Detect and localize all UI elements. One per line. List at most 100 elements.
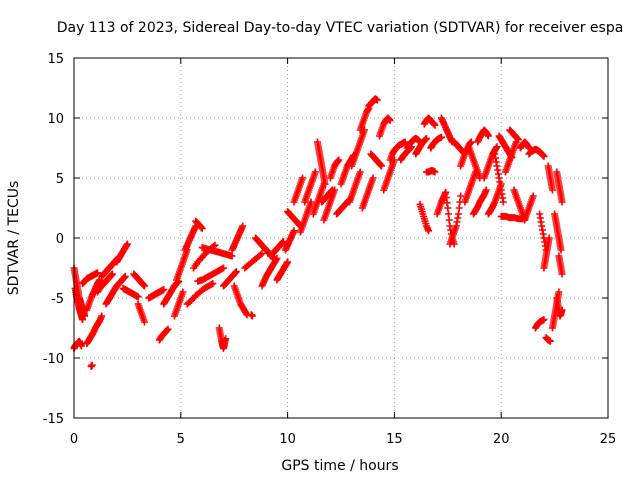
data-point <box>444 204 452 212</box>
series-track-55 <box>380 156 398 194</box>
data-point <box>437 133 445 141</box>
data-point <box>386 116 394 124</box>
series-track-35 <box>273 258 292 284</box>
data-point <box>88 361 96 369</box>
data-point <box>499 198 507 206</box>
series-track-50 <box>356 104 373 134</box>
series-track-29 <box>230 282 251 319</box>
series-track-60 <box>416 200 433 235</box>
x-tick-label: 25 <box>600 432 617 447</box>
series-track-92 <box>553 294 566 320</box>
data-point <box>311 168 319 176</box>
series-track-37 <box>284 208 304 230</box>
data-point <box>431 168 439 176</box>
data-point <box>164 325 172 333</box>
data-point <box>558 198 566 206</box>
series-track-83 <box>521 192 537 224</box>
data-point <box>273 254 281 262</box>
data-point <box>96 276 104 284</box>
series-track-18 <box>170 288 187 320</box>
data-points <box>70 95 566 370</box>
data-point <box>425 227 433 235</box>
series-track-10 <box>102 272 129 308</box>
data-point <box>209 280 217 288</box>
data-point <box>454 210 462 218</box>
data-point <box>335 156 343 164</box>
series-track-21 <box>192 217 206 232</box>
data-point <box>93 269 101 277</box>
data-point <box>529 192 537 200</box>
x-tick-label: 0 <box>70 432 78 447</box>
data-point <box>482 186 490 194</box>
data-point <box>108 270 116 278</box>
series-track-61 <box>420 114 439 129</box>
series-track-13 <box>130 270 148 290</box>
series-track-24 <box>194 264 228 285</box>
data-point <box>222 335 230 343</box>
series-track-40 <box>301 168 319 206</box>
data-point <box>140 282 148 290</box>
data-point <box>373 96 381 104</box>
series-track-52 <box>365 95 381 110</box>
data-point <box>121 272 129 280</box>
data-point <box>467 138 475 146</box>
data-point <box>484 132 492 140</box>
series-track-89 <box>544 162 556 194</box>
data-point <box>422 134 430 142</box>
data-point <box>514 136 522 144</box>
series-track-42 <box>314 138 329 188</box>
y-tick-label: 10 <box>47 112 64 127</box>
series-track-43 <box>320 186 339 224</box>
series-track-53 <box>367 150 386 170</box>
data-point <box>257 251 265 259</box>
series-track-67 <box>446 192 465 248</box>
series-track-28 <box>228 222 247 254</box>
data-point <box>555 288 563 296</box>
series-track-85 <box>531 316 548 332</box>
data-point <box>198 224 206 232</box>
data-point <box>239 222 247 230</box>
series-track-94 <box>555 252 566 278</box>
data-point <box>321 180 329 188</box>
series-track-49 <box>348 126 368 170</box>
series-track-06 <box>83 312 106 348</box>
data-point <box>369 174 377 182</box>
series-track-14 <box>134 300 148 326</box>
series-track-19 <box>173 246 191 284</box>
series-track-62 <box>422 167 439 176</box>
data-point <box>160 286 168 294</box>
data-point <box>98 312 106 320</box>
x-tick-label: 10 <box>279 432 296 447</box>
series-track-39 <box>296 198 315 236</box>
series-track-15 <box>145 286 168 302</box>
axis-ticks: 0 5 10 15 20 25 15 10 5 0 -5 -10 -15 <box>43 52 617 447</box>
series-track-31 <box>247 311 256 320</box>
data-point <box>356 168 364 176</box>
data-point <box>290 227 298 235</box>
y-tick-label: -10 <box>43 352 64 367</box>
series-track-25 <box>198 244 236 260</box>
data-point <box>248 312 256 320</box>
series-track-30 <box>241 250 266 272</box>
plot-area-frame <box>73 57 609 419</box>
data-point <box>457 192 465 200</box>
series-track-11 <box>113 240 131 266</box>
data-point <box>79 316 87 324</box>
data-point <box>179 288 187 296</box>
series-track-76 <box>491 150 507 206</box>
series-track-22 <box>183 280 217 308</box>
data-point <box>557 246 565 254</box>
x-tick-label: 15 <box>386 432 403 447</box>
data-point <box>546 337 554 345</box>
series-track-70 <box>461 168 480 206</box>
series-track-26 <box>215 324 230 352</box>
series-track-91 <box>551 210 565 254</box>
data-point <box>123 240 131 248</box>
data-point <box>445 216 453 224</box>
series-track-87 <box>540 234 553 272</box>
data-point <box>445 210 453 218</box>
data-point <box>307 198 315 206</box>
series-track-34 <box>267 238 287 260</box>
series-track-80 <box>506 126 522 144</box>
